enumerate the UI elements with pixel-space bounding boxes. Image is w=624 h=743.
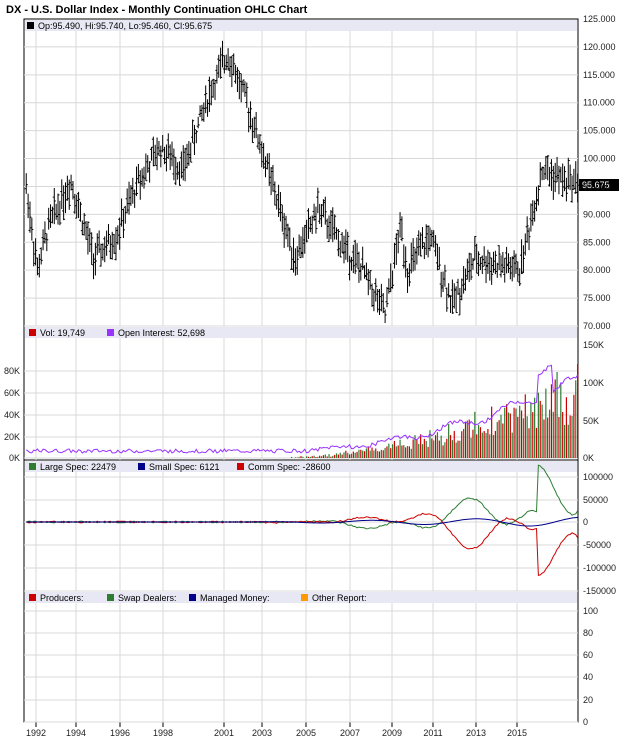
price-tick-label: 120.000 [583,42,616,52]
x-tick-label: 1992 [26,728,46,738]
cot2-legend-text-1: Swap Dealers: [118,593,177,603]
cot2-legend-text-3: Other Report: [312,593,367,603]
price-tick-label: 85.000 [583,237,611,247]
cot-tick-label: -150000 [583,586,616,596]
cot-legend-strip [25,461,577,472]
cot2-legend-swatch-3 [301,594,308,601]
large-spec-line [25,464,579,530]
cot2-legend-text-2: Managed Money: [200,593,270,603]
volume-left-tick-label: 40K [4,410,20,420]
cot2-tick-label: 40 [583,672,593,682]
price-legend-swatch [27,22,34,29]
price-tick-label: 115.000 [583,70,615,80]
x-tick-label: 2011 [423,728,442,738]
last-price-label: 95.675 [582,180,610,190]
cot-legend-text-0: Large Spec: 22479 [40,462,116,472]
volume-legend-strip [25,327,577,338]
price-legend-text: Op:95.490, Hi:95.740, Lo:95.460, Cl:95.6… [38,21,212,31]
volume-legend-swatch-0 [29,329,36,336]
price-legend-strip [25,20,577,31]
x-tick-label: 2009 [382,728,402,738]
volume-left-tick-label: 80K [4,366,20,376]
volume-right-tick-label: 50K [583,416,599,426]
cot-tick-label: -50000 [583,540,611,550]
price-tick-label: 100.000 [583,154,616,164]
x-tick-label: 1994 [66,728,86,738]
price-tick-label: 110.000 [583,98,615,108]
cot-legend-swatch-2 [237,463,244,470]
cot-legend-swatch-1 [138,463,145,470]
cot2-legend-swatch-2 [189,594,196,601]
small-spec-line [26,516,578,527]
volume-left-tick-label: 0K [9,453,20,463]
cot-legend-swatch-0 [29,463,36,470]
x-tick-label: 2005 [296,728,316,738]
price-tick-label: 105.000 [583,126,616,136]
x-tick-label: 1996 [110,728,130,738]
cot2-legend-text-0: Producers: [40,593,84,603]
x-tick-label: 2013 [466,728,486,738]
cot-tick-label: -100000 [583,563,616,573]
cot2-tick-label: 0 [583,717,588,727]
cot-panel-frame [23,459,579,592]
x-tick-label: 2007 [340,728,360,738]
x-tick-label: 2001 [214,728,234,738]
volume-right-tick-label: 0K [583,453,594,463]
volume-legend-swatch-1 [107,329,114,336]
axis-ticks: 1992 1994 1996 1998 2001 2003 2005 2007 2009 2011… [4,14,616,738]
price-tick-label: 80.000 [583,265,611,275]
volume-legend-text-0: Vol: 19,749 [40,328,85,338]
chart-title: DX - U.S. Dollar Index - Monthly Continu… [6,4,308,16]
price-tick-label: 125.000 [583,14,616,24]
cot2-legend-swatch-0 [29,594,36,601]
x-tick-label: 2015 [507,728,527,738]
volume-left-tick-label: 60K [4,388,20,398]
chart-marks [24,40,580,577]
cot2-tick-label: 20 [583,695,593,705]
cot-legend-text-1: Small Spec: 6121 [149,462,220,472]
volume-right-tick-label: 150K [583,340,604,350]
price-tick-label: 90.000 [583,209,611,219]
cot2-tick-label: 60 [583,650,593,660]
price-panel-frame [23,18,579,327]
cot2-legend-swatch-1 [107,594,114,601]
volume-right-tick-label: 100K [583,378,604,388]
x-tick-label: 1998 [153,728,173,738]
cot-tick-label: 0 [583,517,588,527]
volume-left-tick-label: 20K [4,432,20,442]
last-price-badge [579,179,619,191]
volume-legend-text-1: Open Interest: 52,698 [118,328,205,338]
x-tick-label: 2003 [252,728,272,738]
cot-tick-label: 100000 [583,472,613,482]
cot2-tick-label: 100 [583,606,598,616]
price-tick-label: 75.000 [583,293,611,303]
cot-tick-label: 50000 [583,495,608,505]
price-tick-label: 95.000 [583,181,611,191]
cot-legend-text-2: Comm Spec: -28600 [248,462,331,472]
cot2-tick-label: 80 [583,628,593,638]
comm-spec-line [25,512,579,577]
price-tick-label: 70.000 [583,321,611,331]
open-interest-line [25,364,579,454]
